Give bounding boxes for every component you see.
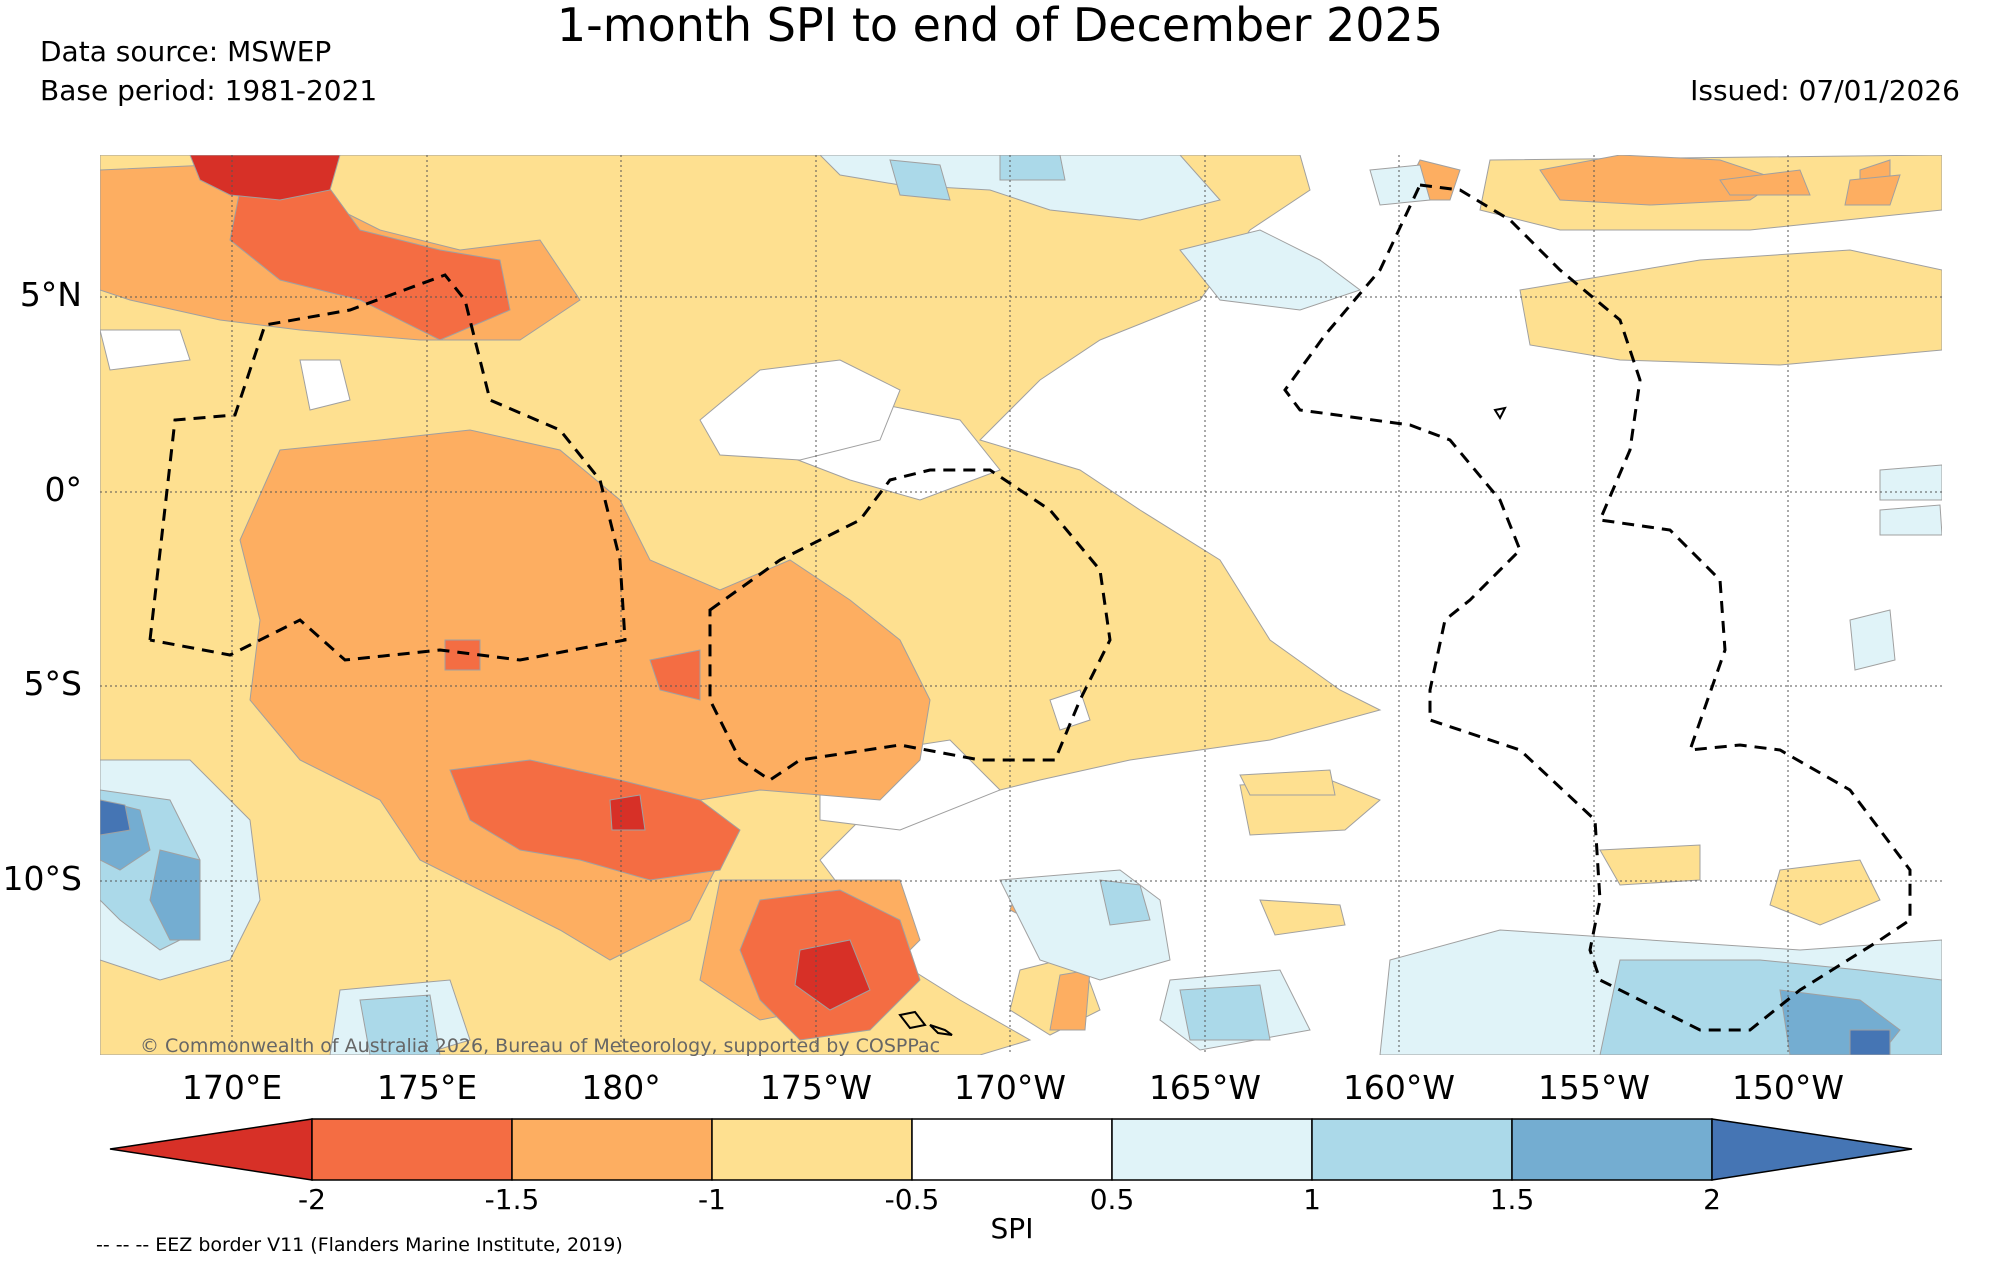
lon-label-160w: 160°W <box>1342 1068 1456 1107</box>
colorbar-tick: -1 <box>698 1183 726 1216</box>
colorbar-tick: 2 <box>1703 1183 1721 1216</box>
spi-field <box>100 155 1942 1055</box>
eez-legend-note: -- -- -- EEZ border V11 (Flanders Marine… <box>96 1234 623 1256</box>
spi-band-neutral <box>100 329 1091 831</box>
colorbar-tick: 1 <box>1303 1183 1321 1216</box>
lat-label-0: 0° <box>44 470 83 509</box>
colorbar-tick: -1.5 <box>484 1183 540 1216</box>
colorbar-bin-5 <box>1111 1118 1313 1181</box>
spi-band-dry-extreme <box>189 155 871 1011</box>
lon-label-175e: 175°E <box>376 1068 478 1107</box>
lon-label-165w: 165°W <box>1148 1068 1262 1107</box>
lon-label-150w: 150°W <box>1731 1068 1845 1107</box>
colorbar-tick: -2 <box>298 1183 326 1216</box>
colorbar-bin-2 <box>511 1118 713 1181</box>
copyright-notice: © Commonwealth of Australia 2026, Bureau… <box>140 1035 940 1057</box>
map-title: 1-month SPI to end of December 2025 <box>556 0 1444 52</box>
lon-label-175w: 175°W <box>759 1068 873 1107</box>
data-source: Data source: MSWEP <box>40 35 332 68</box>
colorbar-bin-7 <box>1511 1118 1713 1181</box>
lat-label-10s: 10°S <box>2 859 82 898</box>
colorbar-bin-4 <box>911 1118 1113 1181</box>
colorbar-bin-3 <box>711 1118 913 1181</box>
colorbar-over <box>1711 1118 1913 1181</box>
colorbar-tick: 1.5 <box>1489 1183 1535 1216</box>
colorbar <box>109 1118 1913 1181</box>
colorbar-tick: 0.5 <box>1089 1183 1135 1216</box>
graticule <box>100 155 1942 1055</box>
issued-date: Issued: 07/01/2026 <box>1690 74 1960 107</box>
lon-label-170w: 170°W <box>953 1068 1067 1107</box>
spi-band-wet-extreme <box>100 799 1891 1055</box>
colorbar-bin-1 <box>311 1118 513 1181</box>
colorbar-under <box>109 1118 313 1181</box>
colorbar-label: SPI <box>990 1212 1034 1245</box>
lon-label-180: 180° <box>581 1068 661 1107</box>
base-period: Base period: 1981-2021 <box>40 74 378 107</box>
lon-label-155w: 155°W <box>1537 1068 1651 1107</box>
lat-label-5n: 5°N <box>19 275 82 314</box>
lat-label-5s: 5°S <box>23 664 82 703</box>
island-outlines <box>898 406 1507 1036</box>
eez-borders <box>148 183 1912 1032</box>
colorbar-tick: -0.5 <box>884 1183 940 1216</box>
lon-label-170e: 170°E <box>181 1068 283 1107</box>
colorbar-bin-6 <box>1311 1118 1513 1181</box>
